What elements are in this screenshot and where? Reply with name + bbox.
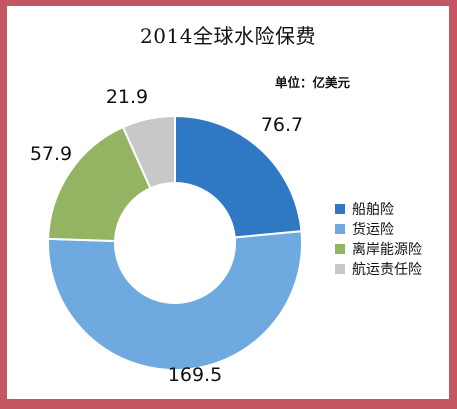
legend-swatch (335, 264, 345, 274)
legend-item-hull: 船舶险 (335, 199, 422, 219)
legend-item-cargo: 货运险 (335, 219, 422, 239)
legend-label: 货运险 (352, 222, 394, 238)
donut-slice-cargo (47, 230, 303, 371)
legend-swatch (335, 204, 345, 214)
data-label-cargo: 169.5 (168, 364, 222, 386)
legend: 船舶险 货运险 离岸能源险 航运责任险 (335, 199, 422, 279)
legend-label: 船舶险 (352, 202, 394, 218)
unit-label: 单位：亿美元 (275, 75, 351, 90)
legend-item-offshore-energy: 离岸能源险 (335, 239, 422, 259)
legend-swatch (335, 244, 345, 254)
donut-chart: 76.7 169.5 57.9 21.9 (30, 86, 303, 386)
chart-panel: 2014全球水险保费 单位：亿美元 76.7 169.5 57.9 21.9 船舶险 … (7, 6, 449, 399)
data-label-hull: 76.7 (261, 114, 303, 136)
legend-swatch (335, 224, 345, 234)
legend-label: 航运责任险 (352, 262, 422, 278)
legend-item-marine-liability: 航运责任险 (335, 259, 422, 279)
data-label-offshore-energy: 57.9 (30, 143, 72, 165)
chart-title: 2014全球水险保费 (140, 24, 316, 48)
legend-label: 离岸能源险 (352, 242, 422, 258)
donut-slice-hull (174, 114, 303, 239)
donut-slice-offshore-energy (47, 125, 152, 243)
donut-slice-marine-liability (121, 114, 176, 190)
data-label-marine-liability: 21.9 (106, 86, 148, 108)
